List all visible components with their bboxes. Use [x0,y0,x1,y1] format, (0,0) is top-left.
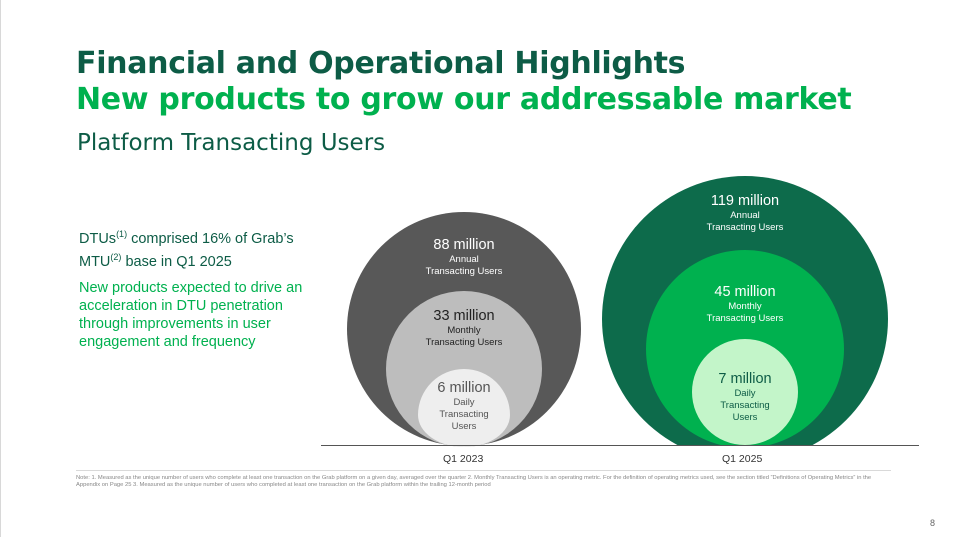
q2025-daily-circle [692,339,798,445]
q2023-daily-label: 6 million Daily Transacting Users [364,380,564,433]
q2025-daily-label: 7 million Daily Transacting Users [645,371,845,424]
dtu-share-text: DTUs(1) comprised 16% of Grab’s MTU(2) b… [79,229,294,270]
q2023-daily-value: 6 million [437,380,491,396]
q2025-daily-value: 7 million [718,371,772,387]
page-subtitle: New products to grow our addressable mar… [76,82,852,117]
section-title: Platform Transacting Users [77,130,386,156]
page-number: 8 [930,518,936,528]
footnote: Note: 1. Measured as the unique number o… [76,475,872,488]
q2025-annual-value: 119 million [710,193,780,209]
q2023-annual-value: 88 million [433,237,495,253]
footnote-divider [76,470,891,471]
q2025-monthly-label: 45 million Monthly Transacting Users [645,284,845,325]
q2023-daily-circle [418,369,510,447]
page-title: Financial and Operational Highlights [76,46,686,81]
chart-baseline [321,445,919,446]
q2025-monthly-value: 45 million [714,284,776,300]
q2023-monthly-label: 33 million Monthly Transacting Users [364,308,564,349]
q2025-annual-label: 119 million Annual Transacting Users [645,193,845,234]
x-label-q2023: Q1 2023 [443,453,484,465]
q2023-monthly-value: 33 million [433,308,495,324]
growth-text: New products expected to drive an accele… [79,280,303,350]
q2023-annual-label: 88 million Annual Transacting Users [364,237,564,278]
x-label-q2025: Q1 2025 [722,453,763,465]
